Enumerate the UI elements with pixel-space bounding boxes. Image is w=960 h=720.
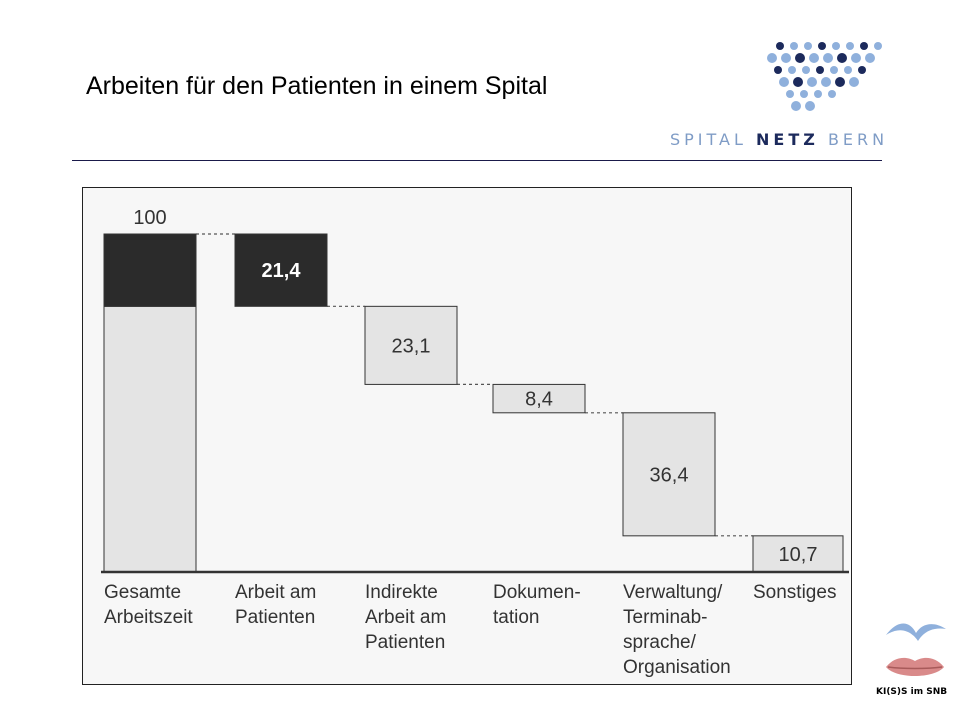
data-label: 23,1 — [392, 335, 431, 357]
logo-dot — [851, 53, 861, 63]
logo-dot — [776, 42, 784, 50]
logo-dot — [865, 53, 875, 63]
kiss-logo — [886, 623, 946, 676]
data-label: 10,7 — [779, 544, 818, 566]
logo-dot — [804, 42, 812, 50]
data-label: 36,4 — [650, 464, 689, 486]
data-label: 8,4 — [525, 389, 553, 411]
spital-netz-bern-logo — [767, 42, 882, 111]
logo-dot — [837, 53, 847, 63]
bar — [364, 305, 458, 385]
logo-dot — [809, 53, 819, 63]
category-label: tation — [493, 607, 539, 628]
logo-dot — [779, 77, 789, 87]
logo-dot — [823, 53, 833, 63]
category-label: Organisation — [623, 657, 731, 678]
logo-dot — [814, 90, 822, 98]
logo-dot — [774, 66, 782, 74]
logo-dot — [832, 42, 840, 50]
category-label: Verwaltung/ — [623, 582, 723, 603]
logo-dot — [844, 66, 852, 74]
kiss-logo-label: KI(S)S im SNB — [876, 687, 948, 697]
logo-dot — [790, 42, 798, 50]
bar — [492, 383, 586, 414]
bar — [622, 412, 716, 537]
data-label: 100 — [133, 207, 166, 229]
bar-total-patient-share — [103, 233, 197, 307]
logo-word-netz: NETZ — [756, 130, 819, 149]
logo-dot — [830, 66, 838, 74]
bird-icon — [886, 623, 946, 641]
logo-word-spital: SPITAL — [670, 130, 747, 149]
logo-wordmark: SPITAL NETZ BERN — [670, 130, 888, 149]
category-label: Patienten — [365, 632, 445, 653]
chart-frame: 100 Gesamte Arbeitszeit 21,4 Arbeit am Patien… — [82, 187, 852, 685]
logo-dot — [816, 66, 824, 74]
logo-dot — [802, 66, 810, 74]
logo-dot — [818, 42, 826, 50]
logo-dot — [791, 101, 801, 111]
category-label: Sonstiges — [753, 582, 836, 603]
logo-dot — [767, 53, 777, 63]
logo-dot — [821, 77, 831, 87]
logo-dot — [807, 77, 817, 87]
logo-dot — [781, 53, 791, 63]
waterfall-chart: 100 Gesamte Arbeitszeit 21,4 Arbeit am Patien… — [101, 207, 849, 678]
logo-dot — [860, 42, 868, 50]
logo-dot — [846, 42, 854, 50]
logo-dot — [805, 101, 815, 111]
data-label: 21,4 — [262, 260, 302, 282]
category-label: Arbeit am — [235, 582, 316, 603]
logo-dot-grid — [767, 42, 882, 111]
title-divider — [72, 160, 882, 161]
logo-dot — [795, 53, 805, 63]
category-label: Terminab- — [623, 607, 707, 628]
bar-total-rest — [103, 305, 197, 573]
page-title: Arbeiten für den Patienten in einem Spit… — [86, 72, 548, 100]
bar — [752, 535, 844, 573]
category-label: sprache/ — [623, 632, 697, 653]
bar — [234, 233, 328, 307]
logo-dot — [793, 77, 803, 87]
category-label: Patienten — [235, 607, 315, 628]
logo-dot — [788, 66, 796, 74]
lips-icon — [886, 657, 944, 676]
logo-dot — [849, 77, 859, 87]
logo-word-bern: BERN — [827, 130, 889, 149]
category-label: Gesamte — [104, 582, 181, 603]
logo-dot — [800, 90, 808, 98]
logo-dot — [858, 66, 866, 74]
logo-dot — [835, 77, 845, 87]
category-label: Indirekte — [365, 582, 438, 603]
category-label: Arbeit am — [365, 607, 446, 628]
logo-dot — [786, 90, 794, 98]
category-label: Dokumen- — [493, 582, 581, 603]
logo-dot — [828, 90, 836, 98]
category-label: Arbeitszeit — [104, 607, 193, 628]
logo-dot — [874, 42, 882, 50]
